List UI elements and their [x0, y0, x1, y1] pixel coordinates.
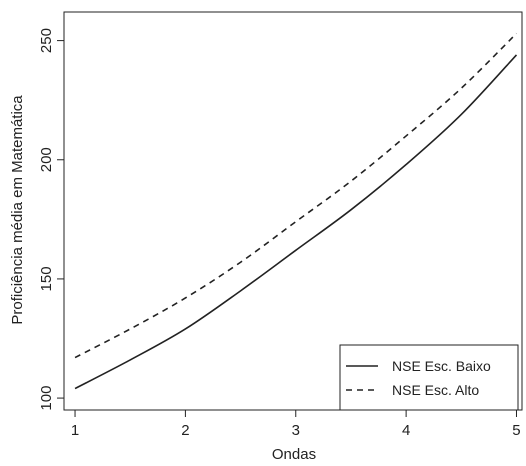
- legend-label-nse-esc-alto: NSE Esc. Alto: [392, 382, 479, 398]
- series-line-nse-esc-alto: [74, 32, 518, 359]
- x-axis: 1 2 3 4 5: [71, 410, 521, 439]
- legend-box: [339, 344, 519, 411]
- y-tick-label: 150: [38, 266, 55, 291]
- legend: NSE Esc. Baixo NSE Esc. Alto: [339, 344, 519, 411]
- series-line-nse-esc-baixo: [74, 54, 518, 390]
- plot-frame: [63, 11, 523, 411]
- y-axis: 100 150 200 250: [38, 28, 64, 411]
- y-tick-label: 200: [38, 147, 55, 172]
- series-layer: [74, 32, 518, 390]
- x-tick-label: 1: [71, 422, 79, 439]
- plot-area-border: [63, 11, 523, 411]
- x-tick-label: 5: [512, 422, 520, 439]
- y-tick-label: 250: [38, 28, 55, 53]
- x-tick-label: 3: [292, 422, 300, 439]
- y-tick-label: 100: [38, 386, 55, 411]
- x-axis-label: Ondas: [272, 446, 316, 463]
- x-tick-label: 4: [402, 422, 410, 439]
- y-axis-label: Proficiência média em Matemática: [9, 95, 26, 325]
- x-tick-label: 2: [181, 422, 189, 439]
- legend-label-nse-esc-baixo: NSE Esc. Baixo: [392, 358, 491, 374]
